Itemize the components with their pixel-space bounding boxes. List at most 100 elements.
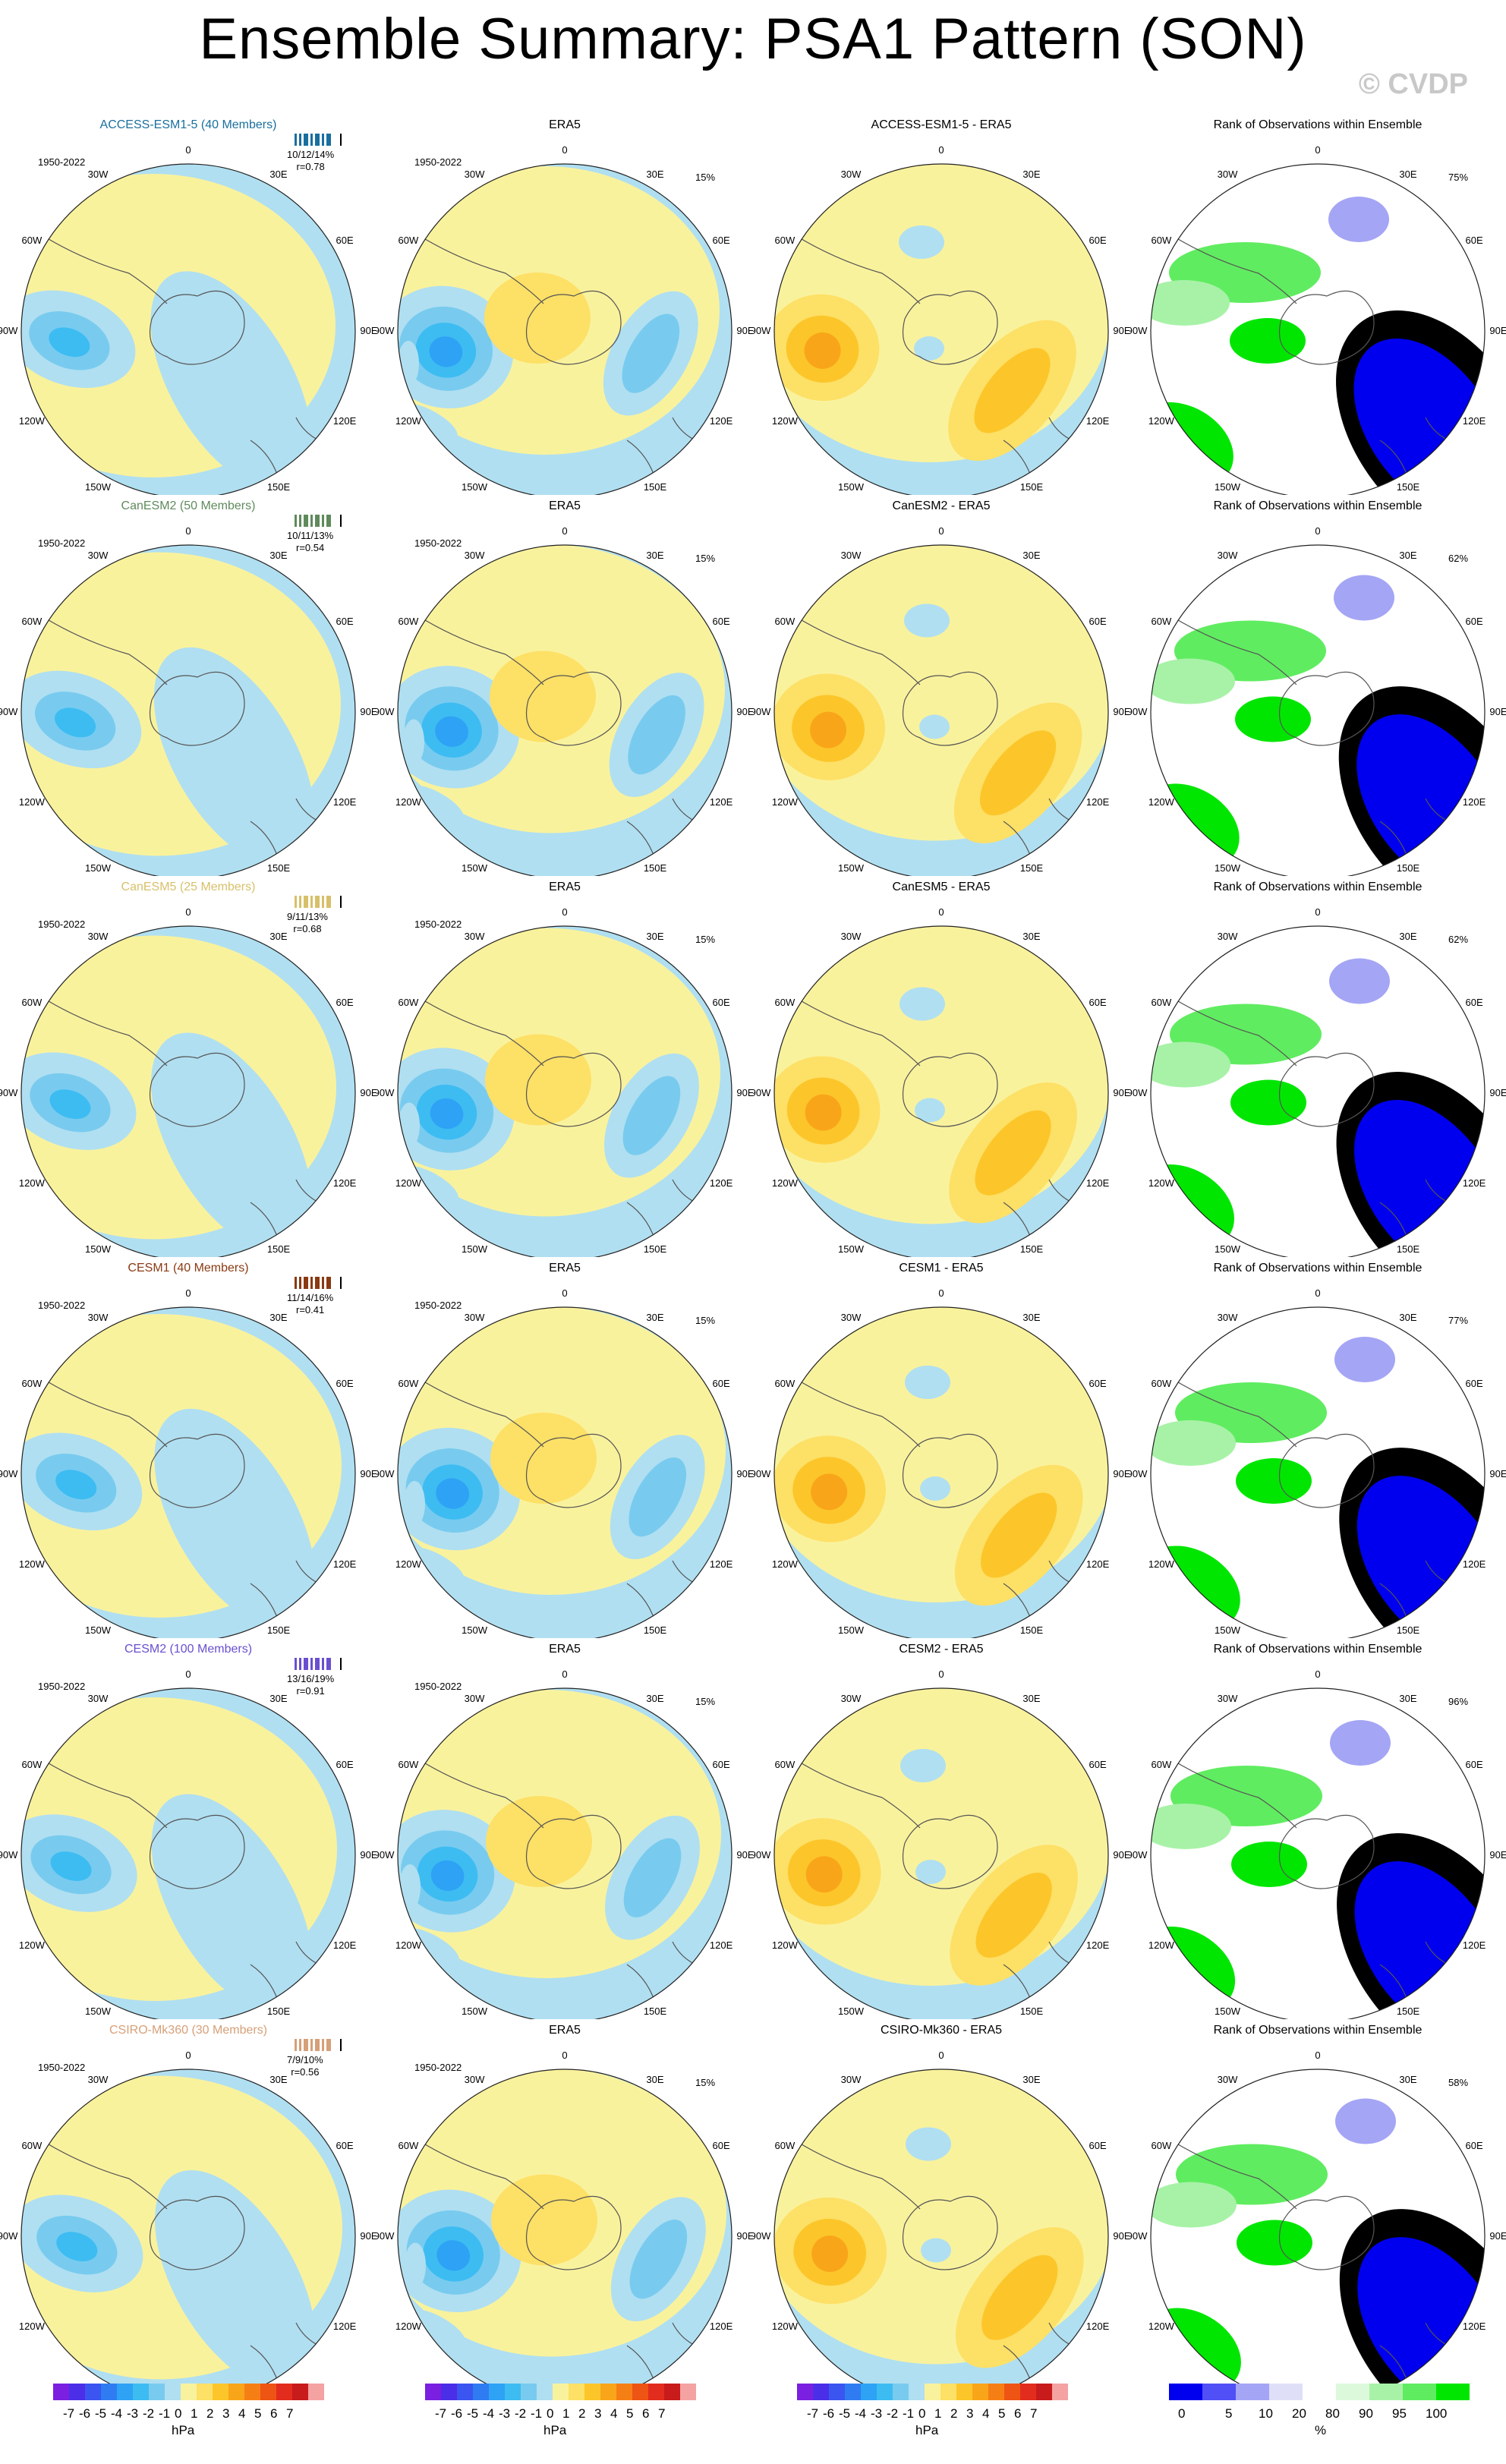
longitude-label: 120E (1463, 415, 1486, 427)
member-tick (315, 1277, 317, 1289)
contour-region (810, 711, 847, 748)
member-tick (306, 1277, 308, 1289)
longitude-label: 30E (646, 169, 663, 180)
contour-region (56, 2232, 98, 2262)
rank-percent: 62% (1448, 553, 1469, 564)
stats-percent: 9/11/13% (287, 911, 328, 922)
longitude-label: 0 (1315, 525, 1320, 537)
longitude-label: 30W (88, 931, 109, 942)
longitude-label: 60E (713, 1759, 730, 1770)
polar-map: 030E60E90E120E150E180150W120W90W60W30W (376, 525, 753, 876)
longitude-label: 150W (838, 2006, 865, 2017)
map-rim (773, 1687, 1109, 2019)
colorbar-swatch (1202, 2384, 1236, 2400)
longitude-label: 150E (1020, 1624, 1044, 1636)
longitude-label: 30W (1218, 931, 1238, 942)
member-tick (322, 2039, 324, 2051)
longitude-label: 90E (736, 325, 753, 336)
ensemble-spread-bar (290, 2037, 345, 2053)
contour-region (981, 2254, 1058, 2340)
longitude-label: 30W (841, 2074, 862, 2085)
contour-region (811, 1473, 848, 1511)
longitude-label: 60W (1152, 997, 1172, 1008)
longitude-label: 30W (1218, 550, 1238, 561)
longitude-label: 120W (395, 1558, 422, 1570)
colorbar-swatch (457, 2384, 473, 2400)
longitude-label: 90E (360, 2230, 376, 2242)
variance-percent: 15% (695, 172, 716, 183)
longitude-label: 30W (1218, 1693, 1238, 1704)
longitude-label: 30W (465, 931, 485, 942)
contour-region (491, 2174, 597, 2266)
longitude-label: 60E (1089, 235, 1107, 246)
period-label: 1950-2022 (38, 537, 86, 549)
panel-title: ERA5 (549, 1262, 581, 1275)
polar-map: 030E60E90E120E150E180150W120W90W60W30W (376, 1668, 753, 2019)
colorbar-tick-label: 2 (578, 2406, 586, 2421)
member-tick (306, 2039, 308, 2051)
colorbar-swatch (569, 2384, 584, 2400)
contour-region (1235, 696, 1311, 742)
member-tick (322, 1277, 324, 1289)
contour-region (155, 2169, 316, 2390)
colorbar-swatch (1336, 2384, 1369, 2400)
member-tick (329, 1277, 331, 1289)
stats-correlation: r=0.56 (291, 2066, 320, 2078)
colorbar-swatch (1036, 2384, 1052, 2400)
longitude-label: 30W (88, 169, 109, 180)
longitude-label: 120W (19, 1939, 46, 1951)
longitude-label: 150E (267, 1624, 291, 1636)
colorbar-tick-label: -4 (111, 2406, 123, 2421)
coastlines (1159, 608, 1449, 868)
longitude-label: 120W (772, 1939, 799, 1951)
panel-title: CSIRO-Mk360 - ERA5 (880, 2024, 1003, 2037)
ensemble-spread-bar (290, 513, 345, 528)
member-tick (326, 134, 329, 146)
colorbar-swatch (1303, 2384, 1336, 2400)
colorbar-tick-label: 3 (966, 2406, 974, 2421)
colorbar-swatch (1020, 2384, 1036, 2400)
contour-region (429, 336, 463, 367)
longitude-label: 0 (562, 906, 567, 918)
member-tick (299, 2039, 301, 2051)
panel-diff-5: 030E60E90E120E150E180150W120W90W60W30WCE… (753, 1638, 1130, 2019)
longitude-label: 0 (938, 144, 944, 156)
rank-percent: 58% (1448, 2077, 1469, 2088)
stats-correlation: r=0.78 (296, 161, 325, 172)
longitude-label: 90W (1130, 1849, 1148, 1861)
longitude-label: 60E (1466, 2140, 1483, 2151)
colorbar-swatch (909, 2384, 925, 2400)
longitude-label: 90E (1113, 325, 1130, 336)
colorbar-swatch (956, 2384, 972, 2400)
colorbar-unit: hPa (543, 2423, 567, 2437)
longitude-label: 120W (772, 1177, 799, 1189)
longitude-label: 0 (938, 906, 944, 918)
colorbar-swatch (972, 2384, 988, 2400)
longitude-label: 90W (753, 1849, 771, 1861)
member-tick (317, 2039, 320, 2051)
colorbar-tick-label: 95 (1392, 2406, 1407, 2421)
contour-region (50, 1851, 92, 1881)
contour-region (906, 2127, 951, 2161)
member-tick (322, 1658, 324, 1670)
panel-era5-4: 030E60E90E120E150E180150W120W90W60W30WER… (376, 1257, 753, 1638)
colorbar-swatch (988, 2384, 1004, 2400)
member-tick (306, 1658, 308, 1670)
member-tick (304, 2039, 306, 2051)
colorbar-swatch (813, 2384, 829, 2400)
longitude-label: 90E (1113, 1087, 1130, 1098)
colorbar-swatch (292, 2384, 308, 2400)
period-label: 1950-2022 (414, 918, 462, 930)
longitude-label: 150E (644, 2006, 667, 2017)
panel-rank-1: 030E60E90E120E150E180150W120W90W60W30WRa… (1130, 114, 1506, 495)
longitude-label: 30E (1022, 1693, 1040, 1704)
longitude-label: 150W (838, 862, 865, 874)
longitude-label: 30W (841, 1312, 862, 1323)
variance-percent: 15% (695, 2077, 716, 2088)
polar-map: 030E60E90E120E150E180150W120W90W60W30W (0, 1668, 376, 2019)
longitude-label: 30E (269, 2074, 287, 2085)
longitude-label: 150E (1020, 481, 1044, 493)
member-tick (326, 1658, 329, 1670)
period-label: 1950-2022 (38, 1300, 86, 1311)
longitude-label: 150W (462, 1624, 488, 1636)
